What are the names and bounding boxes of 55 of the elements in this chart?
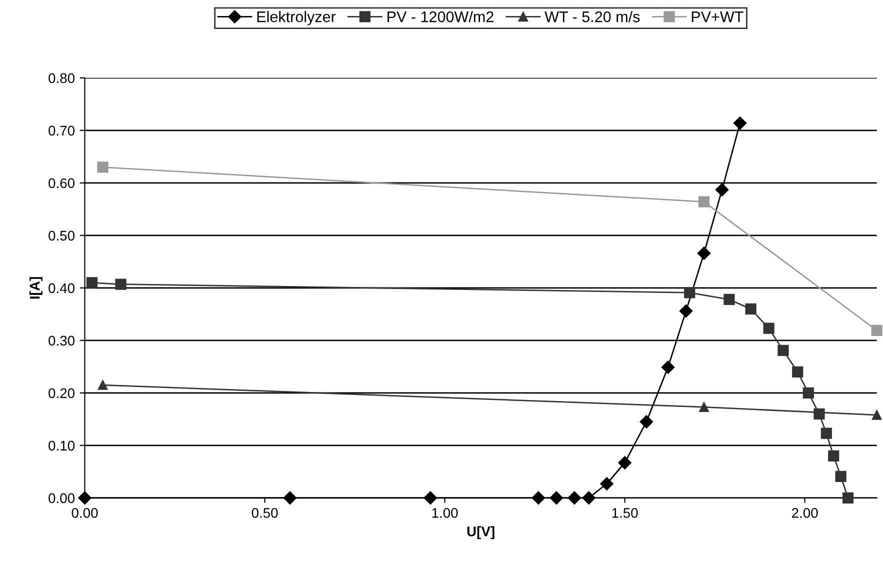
point	[792, 366, 804, 378]
point	[532, 491, 545, 505]
point	[724, 294, 735, 306]
point	[745, 303, 756, 314]
point	[715, 183, 729, 196]
point	[842, 492, 854, 504]
point	[871, 324, 882, 336]
point	[661, 360, 675, 374]
y-tick-label: 0.10	[48, 440, 75, 451]
point	[835, 470, 846, 482]
point	[763, 322, 774, 334]
point	[78, 491, 92, 505]
point	[733, 116, 747, 130]
y-tick-label: 0.30	[48, 336, 75, 346]
point	[697, 246, 711, 260]
point	[424, 491, 437, 505]
point	[814, 408, 825, 420]
x-axis-title: U[V]	[467, 526, 494, 540]
y-tick-label: 0.20	[48, 388, 75, 398]
point	[86, 277, 98, 288]
point	[550, 491, 563, 505]
x-tick-label: 2.00	[792, 508, 818, 518]
point	[115, 278, 126, 290]
y-tick-label: 0.40	[48, 283, 75, 294]
legend-label: Elektrolyzer	[257, 10, 336, 26]
point	[679, 304, 693, 318]
y-tick-label: 0.00	[48, 493, 75, 504]
point	[698, 196, 710, 208]
x-tick-label: 1.00	[432, 508, 458, 518]
y-tick-label: 0.80	[48, 73, 75, 84]
y-axis-title: I[A]	[30, 277, 42, 299]
point	[828, 450, 840, 462]
point	[98, 380, 108, 390]
point	[778, 344, 789, 356]
point	[684, 287, 696, 298]
point	[872, 410, 882, 420]
x-tick-label: 0.00	[72, 508, 98, 518]
legend-label: PV - 1200W/m2	[388, 10, 494, 22]
point	[582, 491, 596, 505]
legend-label: PV+WT	[692, 12, 744, 22]
legend-label: WT - 5.20 m/s	[544, 10, 640, 22]
x-tick-label: 1.50	[612, 508, 638, 518]
y-tick-label: 0.60	[48, 178, 75, 188]
y-tick-label: 0.50	[48, 230, 75, 241]
point	[699, 402, 709, 412]
point	[640, 415, 653, 428]
y-tick-label: 0.70	[48, 126, 75, 136]
point	[820, 428, 832, 439]
point	[283, 491, 297, 505]
x-tick-label: 0.50	[252, 508, 278, 518]
point	[802, 387, 814, 398]
point	[618, 456, 632, 470]
point	[97, 162, 108, 173]
point	[600, 477, 614, 490]
point	[568, 491, 581, 505]
